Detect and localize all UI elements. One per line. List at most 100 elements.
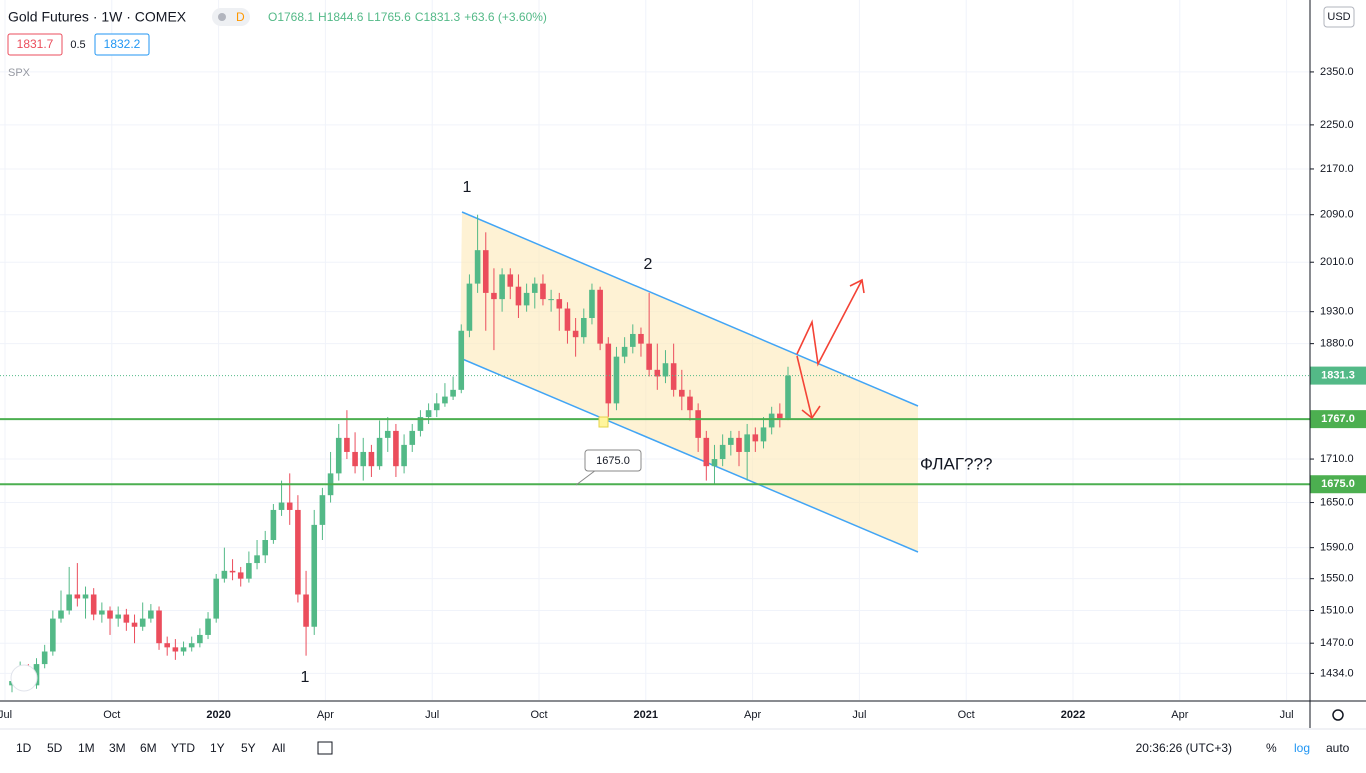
candle-body: [760, 427, 767, 442]
candle-body: [556, 299, 563, 309]
candle-body: [156, 610, 162, 644]
candle-body: [148, 610, 154, 619]
range-button[interactable]: YTD: [171, 741, 195, 755]
channel-bottom: [459, 357, 919, 553]
candle-body: [50, 618, 56, 652]
logo[interactable]: [10, 664, 38, 692]
candle-body: [376, 437, 383, 467]
candle-body: [107, 610, 113, 619]
candle-body: [564, 308, 571, 331]
arrow-up: [796, 279, 863, 367]
candle-body: [621, 346, 628, 357]
callout-box: [584, 449, 642, 472]
candle-body: [139, 618, 146, 627]
y-tick-label: 2350.0: [1320, 66, 1354, 78]
candle-body: [572, 330, 579, 338]
ohlc: O1768.1 H1844.6 L1765.6 C1831.3 +63.6 (+3.60…: [268, 10, 547, 24]
candle-body: [384, 430, 391, 438]
candle-body: [123, 614, 130, 623]
candle-body: [286, 502, 293, 510]
candle-body: [719, 444, 726, 460]
arrow-down: [796, 355, 813, 419]
currency[interactable]: USD: [1327, 11, 1350, 23]
calendar-icon[interactable]: [317, 741, 333, 755]
range-button[interactable]: All: [272, 741, 285, 755]
pattern-label: ФЛАГ???: [920, 454, 992, 473]
candle-body: [352, 451, 358, 467]
currency-box[interactable]: [1323, 6, 1355, 28]
candle-body: [221, 570, 228, 579]
x-tick-label: 2021: [634, 709, 658, 721]
candle-body: [319, 495, 326, 525]
candle-body: [499, 274, 505, 300]
candle-body: [131, 622, 138, 627]
y-tick-label: 1650.0: [1320, 496, 1354, 508]
channel-fill: [460, 212, 918, 552]
candle-body: [597, 289, 603, 344]
candle-body: [744, 434, 750, 452]
candle-body: [82, 594, 89, 599]
candle-body: [270, 509, 277, 541]
candle-body: [777, 413, 783, 419]
range-button[interactable]: 5D: [47, 741, 63, 755]
y-tick-label: 1880.0: [1320, 338, 1354, 350]
ask-box[interactable]: [94, 33, 150, 56]
candle-body: [401, 444, 407, 467]
last-price-badge: [1310, 366, 1366, 385]
range-button[interactable]: 6M: [140, 741, 157, 755]
y-tick-label: 1710.0: [1320, 453, 1354, 465]
candle-body: [180, 647, 187, 652]
last-price-label: 1831.3: [1321, 370, 1355, 382]
candle-body: [262, 540, 269, 556]
candle-body: [295, 509, 301, 595]
ask[interactable]: 1832.2: [104, 37, 141, 51]
candle-body: [58, 610, 64, 619]
candle-body: [213, 578, 220, 619]
candle-body: [172, 647, 179, 652]
range-button[interactable]: 3M: [109, 741, 126, 755]
x-tick-label: Apr: [744, 709, 761, 721]
candle-body: [409, 430, 416, 445]
candle-body: [393, 430, 399, 467]
y-tick-label: 1930.0: [1320, 306, 1354, 318]
candle-body: [474, 250, 481, 284]
candle-body: [246, 563, 252, 579]
badge: D: [236, 10, 245, 24]
y-tick-label: 2250.0: [1320, 119, 1354, 131]
level-label: 1675.0: [1321, 478, 1355, 490]
candle-body: [523, 292, 530, 306]
range-button[interactable]: 1M: [78, 741, 95, 755]
x-tick-label: Jul: [852, 709, 866, 721]
ohlc-item: L1765.6: [367, 10, 411, 24]
candle-body: [728, 437, 734, 445]
range-button[interactable]: 1Y: [210, 741, 225, 755]
x-tick-label: Jul: [1280, 709, 1294, 721]
log-toggle[interactable]: log: [1294, 741, 1310, 755]
auto-toggle[interactable]: auto: [1326, 741, 1350, 755]
compare: SPX: [8, 67, 31, 79]
ohlc-item: O1768.1: [268, 10, 314, 24]
candle-body: [548, 299, 554, 301]
candle-body: [482, 250, 489, 293]
candle-body: [115, 614, 121, 619]
candle-body: [540, 283, 546, 300]
bid[interactable]: 1831.7: [17, 37, 54, 51]
y-tick-label: 2170.0: [1320, 163, 1354, 175]
settings[interactable]: [1332, 709, 1344, 721]
wave-label: 1: [463, 179, 472, 196]
candle-body: [425, 410, 432, 418]
bottom-toolbar: 1D 5D 1M 3M 6M YTD 1Y 5Y All 20:36:26 (UTC+3)% log…: [16, 741, 1350, 755]
bid-box[interactable]: [7, 33, 63, 56]
level-badge: [1310, 410, 1366, 429]
y-tick-label: 1550.0: [1320, 573, 1354, 585]
range-button[interactable]: 1D: [16, 741, 32, 755]
candle-body: [679, 389, 685, 397]
candle-body: [531, 283, 538, 293]
candle-body: [368, 451, 375, 467]
legend: Gold Futures · 1W · COMEX D O1768.1 H1844…: [7, 6, 1355, 721]
percent-toggle[interactable]: %: [1266, 741, 1277, 755]
candle-body: [605, 343, 612, 404]
range-button[interactable]: 5Y: [241, 741, 256, 755]
candle-body: [254, 555, 260, 564]
